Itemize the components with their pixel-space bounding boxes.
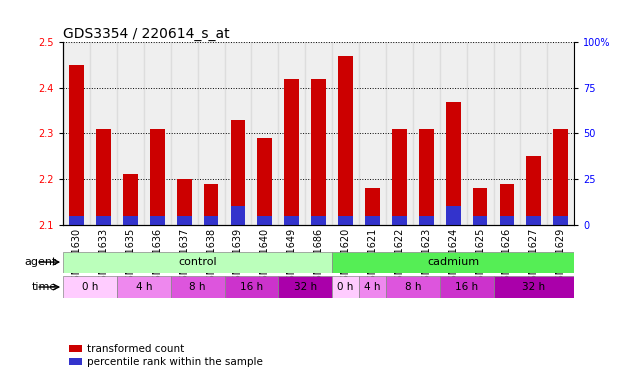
Bar [386,42,413,225]
Bar [150,215,165,225]
Bar [204,184,218,225]
Bar [63,252,332,273]
Bar [311,215,326,225]
Bar [359,42,386,225]
Text: 4 h: 4 h [136,282,152,292]
Bar [473,188,488,225]
Bar [123,174,138,225]
Bar [225,42,251,225]
Bar [365,188,380,225]
Bar [365,215,380,225]
Text: 8 h: 8 h [404,282,421,292]
Text: 4 h: 4 h [364,282,380,292]
Text: 16 h: 16 h [240,282,263,292]
Text: time: time [32,282,57,292]
Text: cadmium: cadmium [427,257,479,267]
Bar [332,276,359,298]
Bar [445,101,461,225]
Bar [338,56,353,225]
Bar [359,276,386,298]
Bar [500,184,514,225]
Bar [96,215,111,225]
Bar [305,42,332,225]
Bar [526,156,541,225]
Bar [117,276,171,298]
Bar [144,42,171,225]
Bar [285,79,299,225]
Bar [177,215,192,225]
Bar [500,215,514,225]
Legend: transformed count, percentile rank within the sample: transformed count, percentile rank withi… [65,340,267,371]
Bar [278,276,332,298]
Bar [413,42,440,225]
Bar [225,276,278,298]
Bar [386,276,440,298]
Bar [440,276,493,298]
Bar [521,42,547,225]
Text: control: control [179,257,217,267]
Bar [251,42,278,225]
Text: 8 h: 8 h [189,282,206,292]
Bar [171,42,198,225]
Bar [553,129,568,225]
Bar [117,42,144,225]
Bar [90,42,117,225]
Bar [96,129,111,225]
Bar [171,276,225,298]
Bar [392,129,407,225]
Bar [466,42,493,225]
Text: 0 h: 0 h [338,282,354,292]
Text: agent: agent [25,257,57,267]
Bar [204,215,218,225]
Bar [526,215,541,225]
Bar [150,129,165,225]
Bar [230,207,245,225]
Bar [445,207,461,225]
Text: 32 h: 32 h [522,282,545,292]
Bar [177,179,192,225]
Bar [285,215,299,225]
Bar [493,276,574,298]
Bar [547,42,574,225]
Text: GDS3354 / 220614_s_at: GDS3354 / 220614_s_at [63,27,230,41]
Bar [230,120,245,225]
Bar [198,42,225,225]
Text: 16 h: 16 h [455,282,478,292]
Bar [311,79,326,225]
Bar [419,215,433,225]
Bar [63,42,90,225]
Bar [493,42,521,225]
Bar [553,215,568,225]
Bar [278,42,305,225]
Bar [419,129,433,225]
Bar [257,215,272,225]
Bar [392,215,407,225]
Bar [440,42,466,225]
Bar [63,276,117,298]
Bar [332,252,574,273]
Bar [332,42,359,225]
Bar [69,215,84,225]
Bar [123,215,138,225]
Bar [473,215,488,225]
Bar [338,215,353,225]
Text: 32 h: 32 h [293,282,317,292]
Text: 0 h: 0 h [82,282,98,292]
Bar [257,138,272,225]
Bar [69,65,84,225]
